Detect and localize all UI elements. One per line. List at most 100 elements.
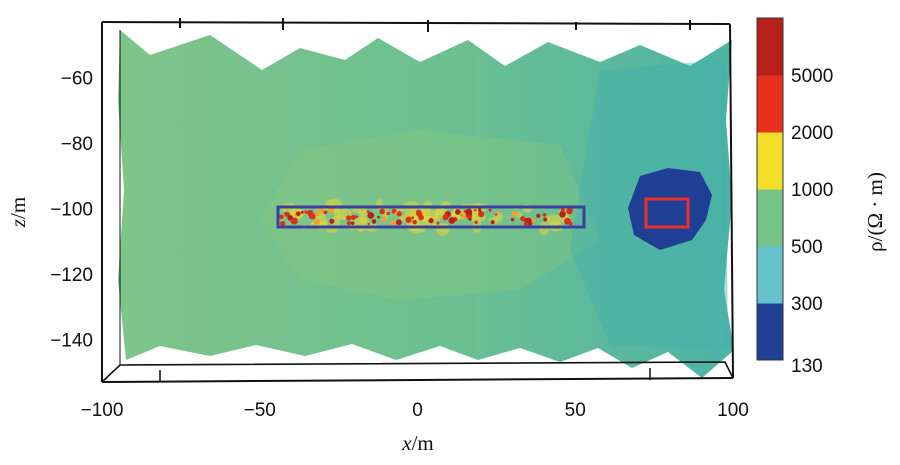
anomaly-haze xyxy=(396,207,407,212)
box-frame xyxy=(101,18,734,383)
anomaly-dot xyxy=(490,220,495,225)
anomaly-dot xyxy=(494,213,498,216)
anomaly-dot xyxy=(290,217,298,225)
anomaly-dot xyxy=(396,211,402,217)
anomaly-dot xyxy=(379,208,386,215)
anomaly-dot xyxy=(377,215,380,219)
colorbar-tick-label: 1000 xyxy=(791,180,833,201)
y-tick-label: −140 xyxy=(50,330,93,351)
anomaly-dot xyxy=(329,218,335,224)
anomaly-dot xyxy=(345,215,352,221)
anomaly-dot xyxy=(455,209,461,215)
colorbar-tick-label: 300 xyxy=(791,294,823,315)
anomaly-dot xyxy=(346,221,351,226)
anomaly-dot xyxy=(295,211,301,216)
anomaly-dot xyxy=(405,216,412,223)
colorbar-segment xyxy=(757,132,783,190)
colorbar-segment xyxy=(757,189,783,247)
anomaly-haze xyxy=(358,210,369,216)
anomaly-haze xyxy=(435,208,446,215)
anomaly-dot xyxy=(442,214,449,221)
anomaly-dot xyxy=(390,219,397,226)
anomaly-dot xyxy=(511,211,517,217)
x-axis-ticks: −100 −50 0 50 100 xyxy=(81,400,749,421)
y-axis-ticks: −60 −80 −100 −120 −140 xyxy=(50,69,93,352)
anomaly-dot xyxy=(542,213,547,217)
anomaly-haze xyxy=(359,213,368,225)
anomaly-dot xyxy=(428,218,434,224)
anomaly-dot xyxy=(559,210,566,218)
x-tick-label: 50 xyxy=(565,400,586,421)
anomaly-dot xyxy=(520,216,526,222)
x-tick-label: 0 xyxy=(412,400,423,421)
anomaly-dot xyxy=(318,207,325,214)
x-tick-label: −50 xyxy=(244,400,276,421)
anomaly-haze xyxy=(538,221,550,236)
y-tick-label: −80 xyxy=(61,134,93,155)
colorbar-tick-label: 130 xyxy=(791,356,823,377)
anomaly-dot xyxy=(367,222,370,226)
anomaly-haze xyxy=(331,215,341,227)
low-resistivity-body xyxy=(628,168,712,250)
anomaly-dot xyxy=(474,220,478,224)
anomaly-dot xyxy=(412,219,417,225)
colorbar-tick-label: 500 xyxy=(791,237,823,258)
anomaly-dot xyxy=(496,210,500,214)
anomaly-dot xyxy=(510,218,515,222)
anomaly-dot xyxy=(314,212,320,217)
x-tick-label: 100 xyxy=(717,400,749,421)
colorbar-segment xyxy=(757,75,783,133)
anomaly-dot xyxy=(536,213,541,218)
anomaly-dot xyxy=(465,208,473,216)
y-tick-label: −100 xyxy=(50,200,93,221)
anomaly-dot xyxy=(386,211,390,216)
anomaly-dot xyxy=(307,209,314,217)
anomaly-dot xyxy=(323,210,328,215)
anomaly-dot xyxy=(313,218,321,225)
anomaly-dot xyxy=(461,213,466,219)
anomaly-dot xyxy=(350,221,355,226)
anomaly-dot xyxy=(488,208,492,212)
anomaly-dot xyxy=(436,221,440,225)
anomaly-dot xyxy=(468,217,472,221)
anomaly-haze xyxy=(515,211,523,218)
anomaly-dot xyxy=(477,211,485,218)
y-tick-label: −120 xyxy=(50,265,93,286)
colorbar-title: ρ/(Ω · m) xyxy=(863,172,887,252)
colorbar-tick-label: 2000 xyxy=(791,123,833,144)
y-tick-label: −60 xyxy=(61,69,93,90)
anomaly-dot xyxy=(418,214,424,221)
anomaly-dot xyxy=(411,216,414,219)
anomaly-dot xyxy=(477,208,482,212)
anomaly-dot xyxy=(353,215,357,219)
target-box xyxy=(644,197,690,229)
anomaly-haze xyxy=(436,223,450,236)
anomaly-dot xyxy=(366,210,370,214)
colorbar-frame xyxy=(756,17,784,361)
anomaly-dot xyxy=(448,217,456,224)
colorbar xyxy=(756,17,784,361)
colorbar-segment xyxy=(757,18,783,76)
anomaly-dot xyxy=(560,208,565,212)
anomaly-haze xyxy=(546,214,562,226)
anomaly-dot xyxy=(284,211,287,215)
y-axis-title: z/m xyxy=(6,197,30,228)
anomaly-dot xyxy=(474,208,477,212)
x-axis-title: x/m xyxy=(401,431,434,455)
anomaly-dot xyxy=(381,217,387,223)
anomaly-dot xyxy=(367,212,375,219)
anomaly-dot xyxy=(543,217,548,222)
anomaly-dot xyxy=(304,210,308,214)
colorbar-segment xyxy=(757,303,783,361)
colorbar-tick-labels: 130 300 500 1000 2000 5000 xyxy=(791,66,833,377)
anomaly-dot xyxy=(279,214,284,220)
anomaly-haze xyxy=(333,206,340,217)
anomaly-dot xyxy=(279,221,286,227)
anomaly-dot xyxy=(568,221,573,226)
high-resistivity-band-outline xyxy=(276,205,586,229)
colorbar-tick-label: 5000 xyxy=(791,66,833,87)
x-tick-label: −100 xyxy=(81,400,124,421)
anomaly-dot xyxy=(395,219,402,226)
anomaly-dot xyxy=(566,207,573,215)
